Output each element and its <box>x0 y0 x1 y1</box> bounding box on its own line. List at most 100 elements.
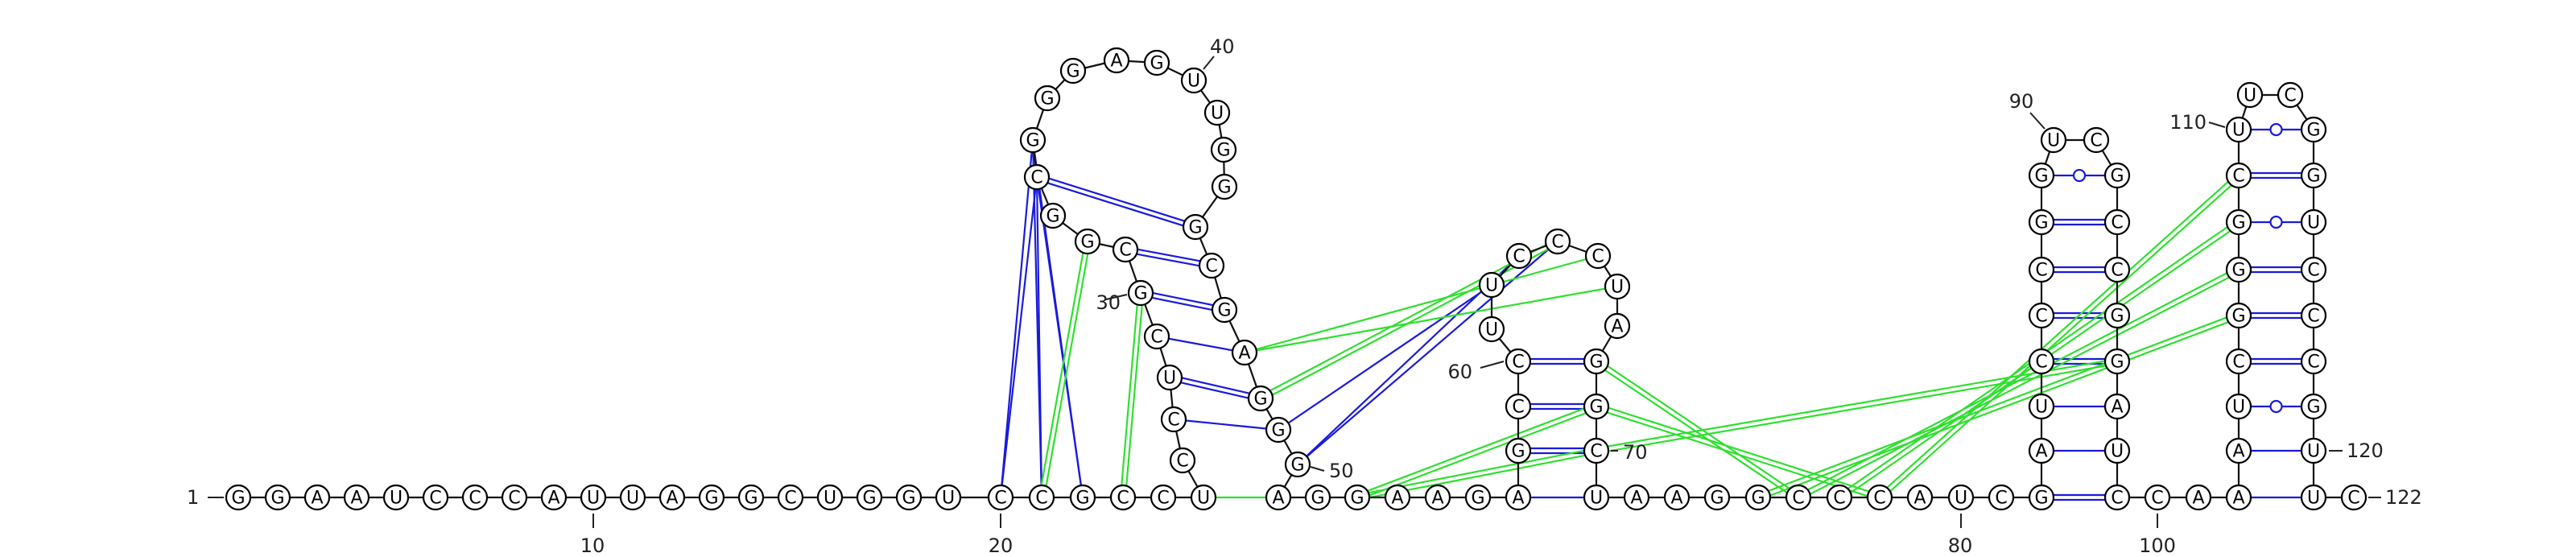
nucleotide-letter: C <box>1176 452 1188 472</box>
nucleotide-circle <box>2083 126 2110 154</box>
nucleotide-circle <box>1231 339 1258 366</box>
nucleotide-letter: C <box>1157 489 1169 509</box>
nucleotide-letter: C <box>2307 353 2319 373</box>
nucleotide-92: G <box>2103 162 2131 189</box>
nucleotide-48: G <box>1247 385 1274 412</box>
nucleotide-16: U <box>816 484 844 511</box>
nucleotide-circle <box>1583 393 1610 420</box>
nucleotide-letter: C <box>784 489 796 509</box>
nucleotide-6: C <box>422 484 449 511</box>
nucleotide-circle <box>1211 296 1238 324</box>
nucleotide-circle <box>1112 236 1139 263</box>
base-pair-link <box>1173 418 1279 431</box>
nucleotide-circle <box>1023 163 1051 191</box>
nucleotide-circle <box>816 484 844 511</box>
nucleotide-26: C <box>1169 447 1196 474</box>
nucleotide-letter: U <box>1163 369 1176 389</box>
nucleotide-letter: C <box>2035 353 2047 373</box>
numbering-tick <box>1480 361 1505 369</box>
nucleotide-circle <box>856 484 883 511</box>
base-pair-link <box>999 176 1038 498</box>
nucleotide-circle <box>2225 437 2252 464</box>
nucleotide-circle <box>2028 348 2055 375</box>
nucleotide-70: C <box>1583 437 1610 464</box>
nucleotide-letter: U <box>1611 278 1624 298</box>
nucleotide-letter: G <box>2034 489 2048 509</box>
nucleotide-circle <box>1265 416 1292 444</box>
nucleotide-circle <box>1143 49 1170 76</box>
nucleotide-circle <box>1703 484 1731 511</box>
nucleotide-circle <box>2040 126 2067 154</box>
nucleotide-circle <box>2300 208 2327 236</box>
nucleotide-circle <box>1210 136 1237 163</box>
nucleotide-letter: C <box>2232 167 2244 187</box>
nucleotide-letter: G <box>1040 89 1054 109</box>
pseudoknot-link <box>1758 316 2240 501</box>
nucleotide-letter: G <box>1710 489 1724 509</box>
nucleotide-circle <box>2225 302 2252 329</box>
nucleotide-62: U <box>1478 271 1505 299</box>
pseudoknot-link <box>1880 176 2241 501</box>
nucleotide-letter: U <box>1485 320 1498 340</box>
numbering-tick <box>2208 122 2226 128</box>
nucleotide-42: G <box>1210 136 1237 163</box>
base-pair-link <box>1031 139 1084 498</box>
nucleotide-circle <box>1265 484 1292 511</box>
nucleotide-circle <box>2300 393 2327 420</box>
nucleotide-59: C <box>1505 393 1532 420</box>
nucleotide-letter: C <box>429 489 441 509</box>
pseudoknot-link <box>1124 293 1145 498</box>
nucleotide-letter: G <box>704 489 718 509</box>
nucleotide-81: C <box>1988 484 2015 511</box>
pseudoknot-link <box>1259 238 1558 398</box>
nucleotide-circle <box>2028 162 2055 189</box>
nucleotide-letter: A <box>1611 317 1623 337</box>
nucleotide-circle <box>1583 484 1610 511</box>
nucleotide-letter: U <box>1211 104 1224 124</box>
nucleotide-1: G <box>225 484 252 511</box>
nucleotide-letter: C <box>2151 489 2163 509</box>
nucleotide-61: U <box>1478 316 1505 343</box>
nucleotide-54: A <box>1384 484 1411 511</box>
nucleotide-circle <box>2028 437 2055 464</box>
numbering-tick <box>1203 56 1215 70</box>
nucleotide-58: G <box>1505 437 1532 464</box>
nucleotide-96: G <box>2103 348 2131 375</box>
base-pair-link <box>1037 174 1197 226</box>
nucleotide-circle <box>1583 348 1610 375</box>
nucleotide-5: U <box>382 484 410 511</box>
nucleotide-circle <box>1505 437 1532 464</box>
nucleotide-letter: G <box>1253 390 1267 410</box>
nucleotide-circle <box>1190 484 1217 511</box>
nucleotide-letter: G <box>2306 167 2320 187</box>
nucleotide-letter: C <box>2090 131 2102 151</box>
nucleotide-letter: C <box>2111 489 2123 509</box>
nucleotide-letter: G <box>1046 207 1059 227</box>
pseudoknot-link <box>1261 242 1559 402</box>
nucleotide-circle <box>1028 484 1055 511</box>
nucleotide-circle <box>1947 484 1975 511</box>
nucleotide-circle <box>1156 364 1183 391</box>
nucleotide-112: C <box>2277 81 2304 109</box>
nucleotide-letter: G <box>2034 167 2048 187</box>
nucleotide-circle <box>2103 393 2131 420</box>
nucleotide-circle <box>1344 484 1371 511</box>
nucleotide-letter: U <box>626 489 639 509</box>
nucleotide-circle <box>2144 484 2171 511</box>
nucleotide-circle <box>2103 484 2131 511</box>
nucleotide-letter: C <box>2035 261 2047 281</box>
nucleotide-28: U <box>1156 364 1183 391</box>
nucleotide-circle <box>461 484 489 511</box>
nucleotide-12: A <box>658 484 686 511</box>
nucleotide-circle <box>1604 273 1631 300</box>
nucleotide-letter: A <box>2111 398 2123 418</box>
pseudoknot-link <box>1597 358 1801 497</box>
nucleotide-circle <box>777 484 804 511</box>
nucleotide-letter: C <box>1030 168 1042 188</box>
nucleotide-letter: U <box>1197 489 1210 509</box>
nucleotide-circle <box>658 484 686 511</box>
nucleotide-circle <box>1544 228 1571 255</box>
nucleotide-circle <box>422 484 449 511</box>
nucleotide-7: C <box>461 484 489 511</box>
